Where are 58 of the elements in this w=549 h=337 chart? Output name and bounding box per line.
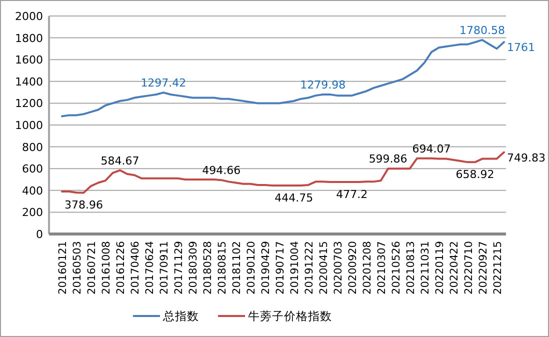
data-label: 599.86 [368, 152, 408, 166]
x-tick-label: 20170406 [129, 240, 142, 294]
y-tick-label: 0 [36, 228, 43, 241]
x-tick-label: 20210526 [390, 240, 402, 294]
x-tick-label: 20201208 [361, 241, 374, 294]
x-tick-label: 20160721 [86, 241, 98, 294]
y-tick-label: 1600 [15, 54, 43, 67]
x-tick-label: 20180309 [187, 241, 200, 294]
data-label: 694.07 [412, 142, 451, 156]
x-tick-label: 20170911 [158, 241, 170, 294]
y-tick-label: 400 [22, 184, 43, 198]
x-tick-label: 20170624 [144, 240, 156, 294]
x-tick-label: 20190120 [245, 241, 258, 294]
x-tick-label: 20191004 [288, 240, 301, 294]
data-label: 378.96 [64, 198, 103, 212]
x-tick-label: 20190429 [260, 241, 272, 294]
x-tick-label: 20200415 [318, 241, 330, 294]
x-tick-label: 20220119 [434, 241, 446, 294]
y-tick-label: 2000 [15, 10, 43, 23]
y-tick-label: 1200 [15, 97, 43, 110]
data-label: 1279.98 [300, 78, 346, 92]
x-tick-label: 20220927 [477, 241, 490, 294]
x-tick-label: 20180528 [202, 241, 214, 294]
x-tick-label: 20161008 [100, 241, 112, 294]
data-label: 444.75 [274, 192, 314, 205]
data-label: 749.83 [507, 151, 546, 164]
legend-label: 牛蒡子价格指数 [248, 309, 332, 323]
x-tick-label: 20220422 [448, 241, 460, 294]
data-label: 494.66 [202, 164, 241, 178]
y-tick-label: 1000 [15, 119, 43, 132]
data-label: 1297.42 [140, 76, 186, 90]
x-tick-label: 20180815 [216, 241, 228, 294]
x-tick-label: 20211031 [419, 241, 432, 294]
x-tick-label: 20190717 [274, 241, 286, 294]
y-tick-label: 200 [22, 206, 43, 220]
legend-label: 总指数 [162, 309, 199, 323]
x-tick-label: 20171129 [172, 241, 185, 294]
data-label: 584.67 [100, 154, 140, 168]
data-label: 658.92 [456, 168, 494, 182]
y-tick-label: 800 [22, 140, 43, 154]
x-tick-label: 20221215 [492, 241, 504, 294]
y-tick-label: 1400 [15, 75, 43, 88]
x-tick-label: 20200703 [332, 241, 344, 294]
x-tick-label: 20181102 [230, 241, 243, 294]
x-tick-label: 20160503 [71, 241, 84, 294]
y-tick-label: 1800 [15, 32, 43, 45]
data-label: 1780.58 [460, 24, 506, 37]
x-tick-label: 20220710 [462, 241, 475, 294]
data-label: 1761 [507, 41, 535, 54]
x-tick-label: 20210307 [376, 241, 388, 294]
y-tick-label: 600 [22, 162, 43, 176]
x-tick-label: 20200920 [346, 241, 359, 294]
x-tick-label: 20160121 [57, 241, 69, 294]
x-tick-label: 20161226 [114, 240, 127, 294]
x-tick-label: 20191222 [303, 241, 316, 294]
x-tick-label: 20210813 [404, 241, 417, 294]
line-series [61, 38, 505, 118]
data-label: 477.2 [336, 188, 368, 201]
